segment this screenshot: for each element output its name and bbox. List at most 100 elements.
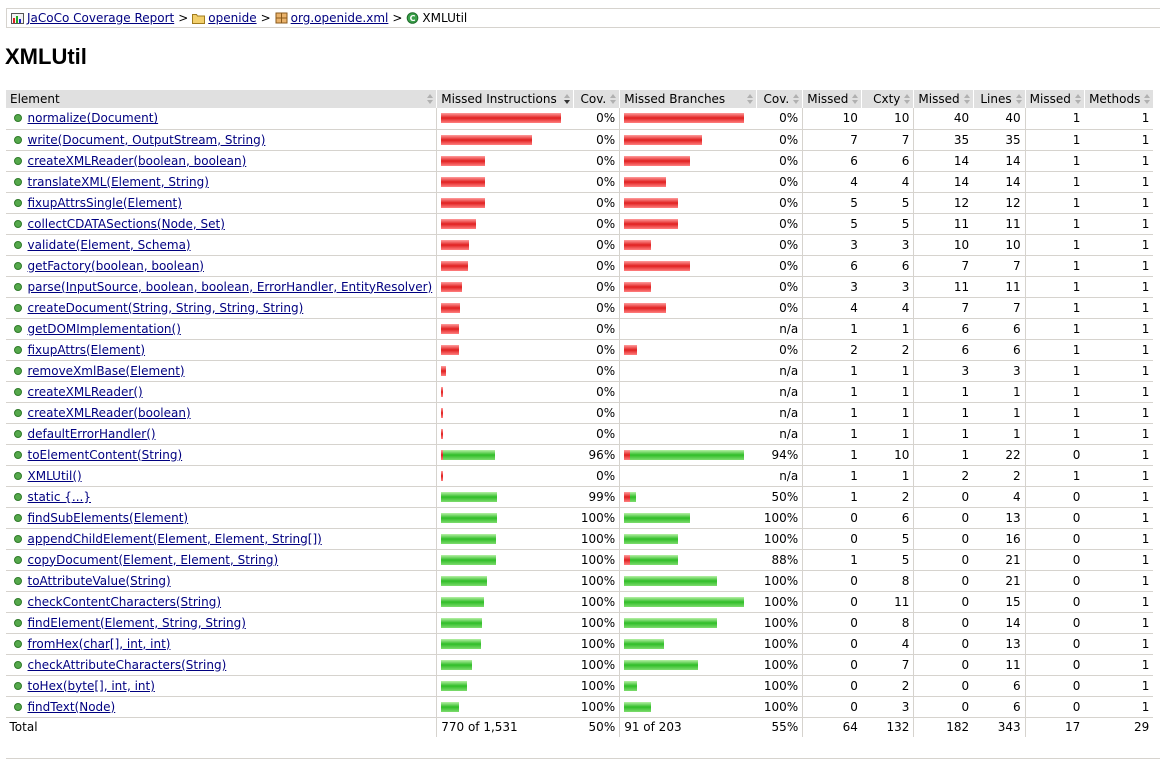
element-cell: findSubElements(Element)	[5, 507, 437, 529]
covered-bar-segment	[441, 617, 483, 628]
element: copyDocument(Element, Element, String)	[10, 553, 433, 567]
branch-cov: 0%	[756, 297, 803, 319]
sort-icon	[963, 94, 970, 104]
covered-bar-segment	[441, 533, 497, 544]
breadcrumb-root-link[interactable]: JaCoCo Coverage Report	[27, 11, 175, 25]
header-cxty[interactable]: Cxty	[861, 90, 914, 108]
coverage-bar	[441, 680, 570, 691]
header-methods[interactable]: Methods	[1083, 90, 1154, 108]
covered-bar-segment	[441, 596, 485, 607]
method-link[interactable]: validate(Element, Schema)	[27, 237, 191, 252]
coverage-bar	[624, 218, 753, 229]
table-row: createXMLReader(boolean) 0% n/a 1 1 1 1 1 1	[5, 402, 1154, 424]
svg-text:C: C	[410, 14, 416, 23]
missed-lines: 6	[913, 318, 974, 340]
method-link[interactable]: fixupAttrs(Element)	[27, 342, 146, 357]
coverage-bar	[441, 155, 570, 166]
covered-bar-segment	[443, 449, 496, 460]
method-link[interactable]: parse(InputSource, boolean, boolean, Err…	[27, 279, 433, 294]
missed-methods: 1	[1024, 465, 1085, 487]
cxty: 1	[861, 360, 914, 382]
cxty: 10	[861, 444, 914, 466]
method-link[interactable]: getFactory(boolean, boolean)	[27, 258, 204, 273]
header-missed-lines[interactable]: Missed	[913, 90, 974, 108]
methods: 1	[1084, 318, 1154, 340]
method-link[interactable]: copyDocument(Element, Element, String)	[27, 552, 279, 567]
header-instr-cov[interactable]: Cov.	[573, 90, 620, 108]
method-link[interactable]: toHex(byte[], int, int)	[27, 678, 155, 693]
missed-instructions-bar	[436, 612, 574, 634]
missed-cxty: 4	[802, 171, 862, 193]
method-link[interactable]: findText(Node)	[27, 699, 116, 714]
method-link[interactable]: checkAttributeCharacters(String)	[27, 657, 227, 672]
coverage-bar	[624, 638, 753, 649]
method-link[interactable]: defaultErrorHandler()	[27, 426, 156, 441]
total-missed-cxty: 64	[802, 716, 862, 737]
header-missed-instructions[interactable]: Missed Instructions	[436, 90, 574, 108]
method-link[interactable]: collectCDATASections(Node, Set)	[27, 216, 225, 231]
coverage-bar	[441, 491, 570, 502]
method-link[interactable]: checkContentCharacters(String)	[27, 594, 222, 609]
header-missed-cxty[interactable]: Missed	[802, 90, 862, 108]
method-link[interactable]: normalize(Document)	[27, 111, 159, 126]
total-cxty: 132	[861, 716, 914, 737]
lines: 6	[973, 696, 1026, 718]
method-link[interactable]: fixupAttrsSingle(Element)	[27, 195, 182, 210]
coverage-bar	[441, 218, 570, 229]
header-missed-branches[interactable]: Missed Branches	[619, 90, 757, 108]
missed-methods: 0	[1024, 675, 1085, 697]
header-missed-methods[interactable]: Missed	[1024, 90, 1085, 108]
missed-bar-segment	[441, 344, 460, 355]
method-link[interactable]: toAttributeValue(String)	[27, 573, 171, 588]
method-link[interactable]: createXMLReader(boolean, boolean)	[27, 153, 247, 168]
missed-methods: 1	[1024, 423, 1085, 445]
element: validate(Element, Schema)	[10, 238, 433, 252]
method-link[interactable]: static {...}	[27, 489, 91, 504]
coverage-bar	[441, 554, 570, 565]
branch-cov: 0%	[756, 339, 803, 361]
header-lines[interactable]: Lines	[972, 90, 1026, 108]
missed-bar-segment	[624, 491, 631, 502]
method-link[interactable]: XMLUtil()	[27, 468, 82, 483]
method-link[interactable]: appendChildElement(Element, Element, Str…	[27, 531, 322, 546]
method-link[interactable]: fromHex(char[], int, int)	[27, 636, 171, 651]
method-link[interactable]: createXMLReader(boolean)	[27, 405, 191, 420]
header-branch-cov[interactable]: Cov.	[756, 90, 803, 108]
method-link[interactable]: createDocument(String, String, String, S…	[27, 300, 304, 315]
missed-bar-segment	[441, 407, 444, 418]
missed-instructions-bar	[436, 276, 574, 298]
table-row: static {...} 99% 50% 1 2 0 4 0 1	[5, 486, 1154, 508]
branch-cov: 88%	[756, 549, 803, 571]
missed-cxty: 1	[802, 402, 862, 424]
method-link[interactable]: removeXmlBase(Element)	[27, 363, 185, 378]
breadcrumb-group-link[interactable]: openide	[208, 11, 257, 25]
coverage-bar	[624, 449, 753, 460]
header-element[interactable]: Element	[4, 90, 437, 108]
methods: 1	[1084, 360, 1154, 382]
total-row: Total 770 of 1,531 50% 91 of 203 55% 64 …	[5, 716, 1154, 737]
method-link[interactable]: findSubElements(Element)	[27, 510, 189, 525]
missed-bar-segment	[624, 197, 679, 208]
coverage-bar	[441, 659, 570, 670]
method-link[interactable]: createXMLReader()	[27, 384, 143, 399]
missed-cxty: 3	[802, 276, 862, 298]
method-link[interactable]: write(Document, OutputStream, String)	[27, 132, 266, 147]
method-link[interactable]: toElementContent(String)	[27, 447, 183, 462]
methods: 1	[1084, 444, 1154, 466]
breadcrumb-separator: >	[260, 11, 271, 25]
method-link[interactable]: getDOMImplementation()	[27, 321, 181, 336]
cxty: 1	[861, 423, 914, 445]
breadcrumb-package-link[interactable]: org.openide.xml	[290, 11, 389, 25]
instr-cov: 100%	[573, 570, 620, 592]
instr-cov: 0%	[573, 318, 620, 340]
method-link[interactable]: translateXML(Element, String)	[27, 174, 209, 189]
instr-cov: 96%	[573, 444, 620, 466]
methods: 1	[1084, 276, 1154, 298]
method-icon	[13, 450, 22, 459]
missed-lines: 0	[913, 633, 974, 655]
missed-branches-bar	[619, 402, 757, 424]
table-row: checkAttributeCharacters(String) 100% 100%…	[5, 654, 1154, 676]
coverage-bar	[441, 533, 570, 544]
method-link[interactable]: findElement(Element, String, String)	[27, 615, 246, 630]
table-row: appendChildElement(Element, Element, Str…	[5, 528, 1154, 550]
